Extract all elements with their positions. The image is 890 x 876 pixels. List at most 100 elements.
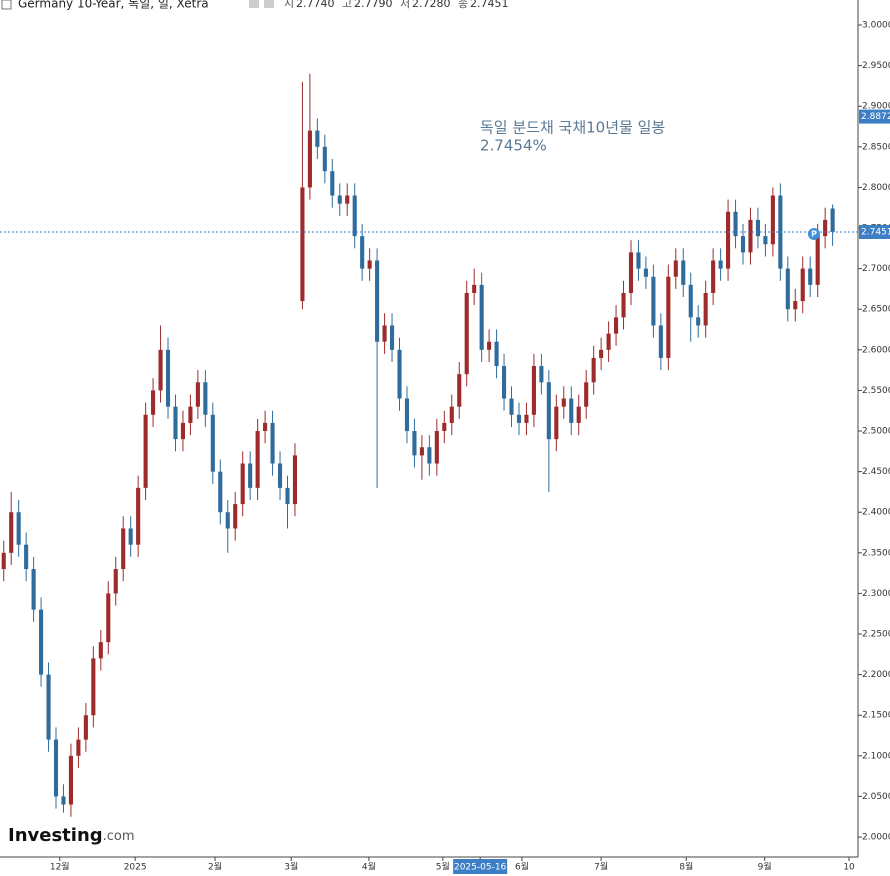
x-tick-label: 4월 (362, 861, 376, 873)
candle-body (621, 292, 626, 318)
candle-body (404, 398, 410, 432)
candle-body (337, 195, 342, 204)
candle-body (763, 236, 768, 245)
candle-body (173, 406, 178, 440)
y-tick-label: 3.0000 (862, 21, 890, 31)
tool-icon[interactable] (249, 0, 259, 8)
candle-body (270, 422, 275, 464)
candle-body (31, 569, 36, 610)
candle-body (434, 431, 439, 464)
candle-body (397, 349, 402, 399)
candle-body (636, 252, 641, 269)
candle-body (389, 325, 395, 350)
annotation: 독일 분드채 국채10년물 일봉 (480, 119, 665, 137)
candle-body (800, 268, 805, 302)
candle-body (180, 422, 186, 440)
candle-body (785, 268, 790, 310)
candle-body (494, 341, 499, 367)
candle-body (546, 382, 551, 440)
candle-body (830, 208, 835, 232)
candle-body (39, 609, 44, 675)
candle-body (61, 796, 66, 805)
candle-body (158, 349, 163, 391)
y-tick-label: 2.2000 (862, 670, 890, 680)
candle-body (188, 406, 193, 423)
candle-body (76, 739, 81, 756)
y-tick-label: 2.0000 (862, 833, 890, 843)
candle-body (106, 593, 111, 643)
tool-icon[interactable] (264, 0, 274, 8)
candle-body (524, 414, 529, 423)
candle-body (9, 512, 14, 553)
candle-body (666, 276, 671, 358)
candle-body (315, 130, 320, 147)
ohlc-label: 저 (400, 0, 410, 10)
y-tick-label: 2.8000 (862, 183, 890, 193)
candle-body (651, 276, 656, 326)
candle-body (151, 390, 156, 415)
candle-body (793, 301, 798, 310)
x-tick-label: 2025-05-16 (454, 863, 507, 873)
ohlc-value: 2.7280 (412, 0, 451, 10)
y-tick-label: 2.5500 (862, 386, 890, 396)
candle-body (584, 382, 589, 407)
candle-body (748, 219, 753, 253)
candle-body (46, 674, 51, 740)
candle-body (68, 755, 73, 805)
ohlc-label: 시 (284, 0, 294, 10)
candle-body (165, 349, 171, 407)
logo: Investing.com (8, 825, 135, 846)
x-tick-label: 6월 (515, 861, 529, 873)
candle-body (360, 236, 365, 269)
candle-body (98, 642, 103, 659)
candle-body (539, 366, 544, 383)
ohlc-label: 고 (342, 0, 352, 10)
candle-body (823, 219, 828, 237)
candle-body (412, 431, 417, 456)
candle-body (419, 447, 424, 456)
logo-suffix: .com (103, 829, 135, 844)
ohlc-value: 2.7790 (354, 0, 393, 10)
candle-body (457, 374, 462, 407)
ohlc-value: 2.7740 (296, 0, 335, 10)
candle-body (218, 471, 223, 513)
p-marker[interactable] (808, 227, 820, 240)
candle-body (240, 463, 245, 505)
candle-body (248, 463, 253, 488)
candle-body (345, 195, 350, 204)
y-tick-label: 2.6000 (862, 345, 890, 355)
candle-body (599, 349, 604, 358)
candle-body (24, 544, 29, 570)
x-tick-highlight (453, 859, 508, 874)
candle-body (53, 739, 59, 797)
candle-body (688, 284, 693, 318)
candle-body (658, 325, 663, 358)
candle-body (733, 211, 738, 237)
y-tick-label: 2.4000 (862, 508, 890, 518)
x-tick-label: 5월 (436, 861, 450, 873)
candle-body (285, 487, 290, 505)
candle-body (128, 528, 133, 545)
candle-body (121, 528, 126, 570)
candle-body (531, 366, 536, 415)
candle-body (808, 268, 813, 285)
y-tick-label: 2.1500 (862, 711, 890, 721)
candle-body (330, 171, 335, 196)
candle-body (449, 406, 454, 423)
y-tick-label: 2.3000 (862, 589, 890, 599)
x-tick-label: 8월 (679, 861, 693, 873)
collapse-icon[interactable] (1, 0, 12, 10)
y-tick-label: 2.9000 (862, 102, 890, 112)
candle-body (277, 463, 283, 488)
candle-body (554, 406, 559, 440)
ohlc-label: 종 (458, 0, 468, 10)
candle-body (1, 552, 6, 570)
candle-body (143, 414, 148, 488)
candle-body (307, 130, 312, 188)
candle-body (681, 260, 686, 285)
x-tick-label: 2025 (124, 863, 147, 873)
annotation: 2.7454% (480, 137, 547, 155)
candle-body (696, 317, 701, 326)
candle-body (718, 260, 723, 269)
